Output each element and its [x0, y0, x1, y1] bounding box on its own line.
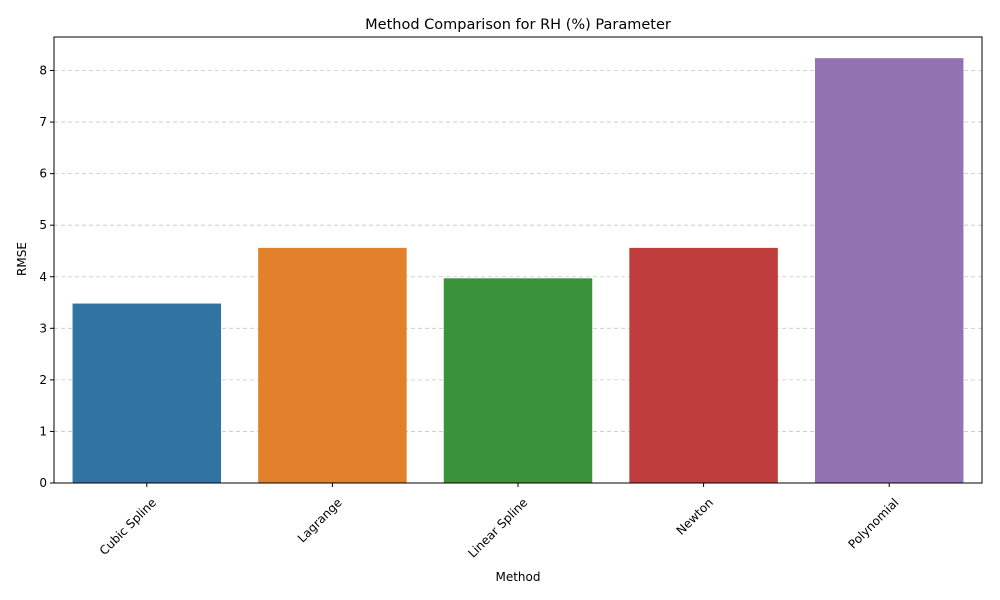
x-tick-label: Polynomial — [846, 495, 902, 551]
y-tick-label: 2 — [39, 373, 47, 387]
bar-lagrange — [258, 247, 407, 483]
y-tick-label: 0 — [39, 476, 47, 490]
x-tick-label: Lagrange — [295, 495, 345, 545]
bar-polynomial — [814, 58, 964, 483]
x-tick-label: Linear Spline — [465, 495, 530, 560]
y-tick-label: 4 — [39, 270, 47, 284]
bar-cubic-spline — [72, 303, 222, 483]
x-tick-label: Cubic Spline — [97, 495, 159, 557]
bar-newton — [629, 247, 778, 483]
x-axis-label: Method — [495, 570, 540, 584]
chart-title: Method Comparison for RH (%) Parameter — [365, 17, 671, 33]
y-tick-label: 8 — [39, 64, 47, 78]
y-axis-label: RMSE — [15, 242, 29, 276]
bar-linear-spline — [443, 278, 593, 483]
plot-frame — [53, 36, 983, 484]
y-tick-label: 1 — [39, 424, 47, 438]
bars — [72, 58, 964, 483]
x-tick-label: Newton — [674, 495, 716, 537]
y-tick-label: 5 — [39, 218, 47, 232]
y-tick-label: 3 — [39, 321, 47, 335]
y-tick-label: 6 — [39, 167, 47, 181]
y-tick-label: 7 — [39, 115, 47, 129]
